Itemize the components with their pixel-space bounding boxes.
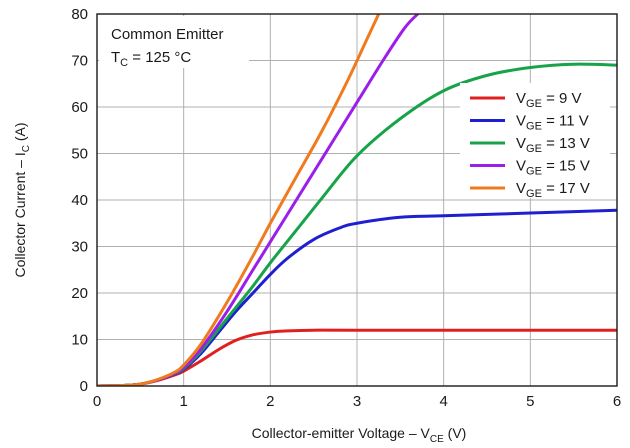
legend-label-sub: GE <box>526 166 542 178</box>
x-axis-title-sub: CE <box>430 434 444 445</box>
y-tick-label: 0 <box>80 378 88 395</box>
legend-label-main: V <box>516 158 526 175</box>
y-tick-label: 80 <box>71 6 88 23</box>
annotation-line-2-sub: C <box>120 57 128 69</box>
x-tick-label: 6 <box>613 393 621 410</box>
y-tick-label: 30 <box>71 239 88 256</box>
legend-label-sub: GE <box>526 188 542 200</box>
x-tick-label: 3 <box>353 393 361 410</box>
legend-label: VGE = 15 V <box>516 158 590 178</box>
legend-item: VGE = 11 V <box>470 113 589 133</box>
legend-label-tail: = 13 V <box>542 135 590 152</box>
legend-label: VGE = 17 V <box>516 180 590 200</box>
y-axis-ticks: 0 10 20 30 40 50 60 70 80 <box>71 6 88 395</box>
y-axis-title: Collector Current – IC (A) <box>12 122 32 277</box>
legend-label: VGE = 9 V <box>516 90 582 110</box>
legend-label-tail: = 15 V <box>542 158 590 175</box>
legend-item: VGE = 15 V <box>470 158 590 178</box>
legend-label-main: V <box>516 113 526 130</box>
legend-label-tail: = 11 V <box>542 113 589 130</box>
legend-item: VGE = 9 V <box>470 90 582 110</box>
y-tick-label: 40 <box>71 192 88 209</box>
y-axis-title-sub: C <box>21 145 32 152</box>
y-tick-label: 20 <box>71 285 88 302</box>
legend-label: VGE = 13 V <box>516 135 590 155</box>
legend-label-sub: GE <box>526 98 542 110</box>
y-tick-label: 10 <box>71 332 88 349</box>
legend-label-tail: = 9 V <box>542 90 582 107</box>
legend-item: VGE = 17 V <box>470 180 590 200</box>
series-line-vge-17v <box>97 14 381 386</box>
y-tick-label: 50 <box>71 146 88 163</box>
x-tick-label: 5 <box>526 393 534 410</box>
annotation-line-2-tail: = 125 °C <box>128 49 191 66</box>
x-tick-label: 4 <box>439 393 447 410</box>
y-tick-label: 60 <box>71 99 88 116</box>
x-tick-label: 1 <box>179 393 187 410</box>
legend-label-tail: = 17 V <box>542 180 590 197</box>
legend-label-sub: GE <box>526 121 542 133</box>
annotation-background <box>99 16 249 68</box>
annotation-line-2-main: T <box>111 49 120 66</box>
x-axis-title-main: Collector-emitter Voltage – V <box>252 425 431 441</box>
legend-label-main: V <box>516 135 526 152</box>
y-tick-label: 70 <box>71 53 88 70</box>
y-axis-title-tail: (A) <box>12 122 28 145</box>
annotation-line-2: TC = 125 °C <box>111 49 191 69</box>
legend-label-main: V <box>516 90 526 107</box>
legend-label-sub: GE <box>526 143 542 155</box>
legend-label: VGE = 11 V <box>516 113 589 133</box>
x-tick-label: 2 <box>266 393 274 410</box>
legend-item: VGE = 13 V <box>470 135 590 155</box>
x-axis-title: Collector-emitter Voltage – VCE (V) <box>252 425 467 445</box>
x-tick-label: 0 <box>93 393 101 410</box>
y-axis-title-main: Collector Current – I <box>12 152 28 277</box>
legend-label-main: V <box>516 180 526 197</box>
series-layer <box>97 14 617 386</box>
x-axis-title-tail: (V) <box>444 425 467 441</box>
plot-frame <box>96 13 618 387</box>
annotation-line-1: Common Emitter <box>111 26 224 43</box>
legend-background <box>460 83 610 198</box>
x-axis-ticks: 0 1 2 3 4 5 6 <box>93 393 621 410</box>
